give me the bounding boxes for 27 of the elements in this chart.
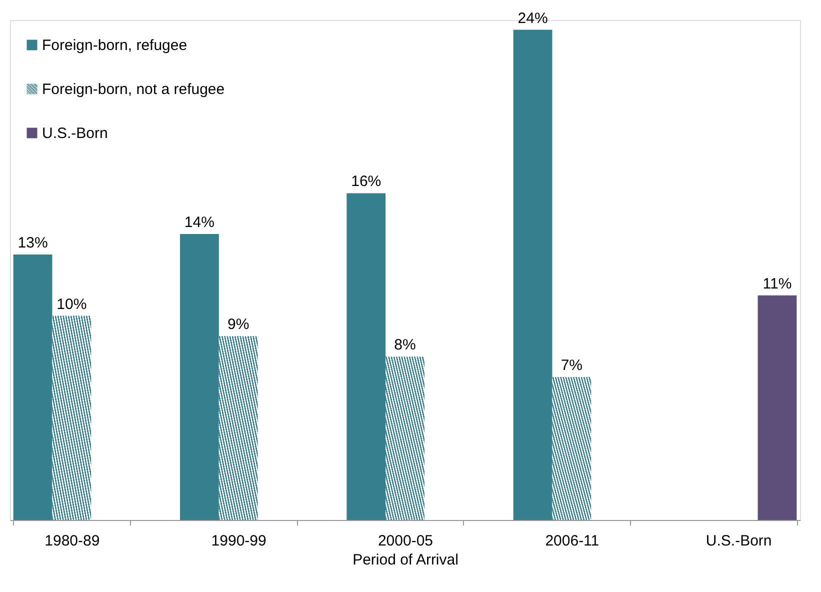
bar <box>346 193 386 520</box>
data-label: 11% <box>762 275 792 292</box>
x-axis-title: Period of Arrival <box>352 552 458 568</box>
x-tick-label: 1980-89 <box>44 532 100 550</box>
x-tick-label: 2006-11 <box>545 532 600 550</box>
data-label: 14% <box>184 214 214 232</box>
data-label: 13% <box>18 234 48 252</box>
data-label: 8% <box>394 336 416 354</box>
bar <box>218 336 258 520</box>
data-label: 9% <box>227 316 250 334</box>
bar <box>513 30 552 520</box>
data-label: 24% <box>518 10 548 27</box>
bar <box>13 254 52 520</box>
legend-label: Foreign-born, refugee <box>42 37 188 54</box>
legend-label: Foreign-born, not a refugee <box>42 81 225 98</box>
x-tick-label: 1990-99 <box>211 532 266 550</box>
bar <box>386 356 424 520</box>
data-label: 10% <box>56 296 87 313</box>
legend-label: U.S.-Born <box>42 125 108 142</box>
data-label: 7% <box>560 357 583 374</box>
x-tick-label: 2000-05 <box>378 532 434 550</box>
x-tick-label: U.S.-Born <box>706 532 772 550</box>
bar <box>180 234 219 520</box>
bar <box>758 295 797 520</box>
bar <box>552 377 592 520</box>
data-label: 16% <box>351 173 382 190</box>
bar <box>52 316 92 520</box>
